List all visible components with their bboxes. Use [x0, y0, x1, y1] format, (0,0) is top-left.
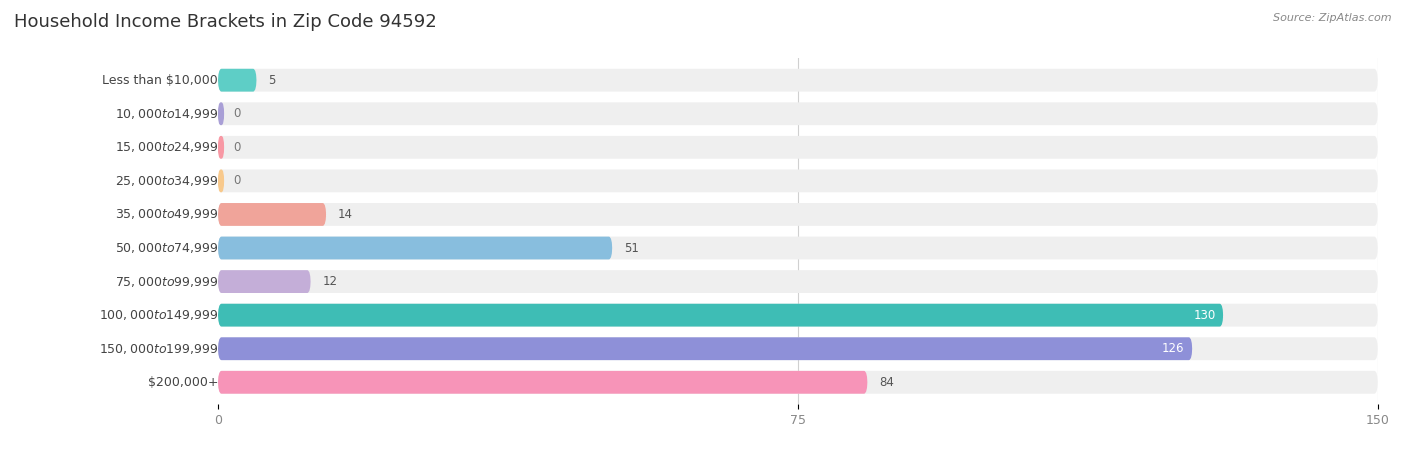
FancyBboxPatch shape — [218, 371, 1378, 394]
FancyBboxPatch shape — [218, 169, 224, 192]
Text: 0: 0 — [233, 141, 240, 154]
FancyBboxPatch shape — [218, 270, 311, 293]
Text: 130: 130 — [1194, 308, 1215, 321]
Text: $100,000 to $149,999: $100,000 to $149,999 — [98, 308, 218, 322]
Text: Household Income Brackets in Zip Code 94592: Household Income Brackets in Zip Code 94… — [14, 13, 437, 31]
FancyBboxPatch shape — [218, 337, 1378, 360]
Text: 0: 0 — [233, 107, 240, 120]
FancyBboxPatch shape — [218, 237, 1378, 260]
FancyBboxPatch shape — [218, 337, 1192, 360]
Text: Less than $10,000: Less than $10,000 — [103, 74, 218, 87]
Text: $35,000 to $49,999: $35,000 to $49,999 — [115, 207, 218, 221]
Text: $50,000 to $74,999: $50,000 to $74,999 — [115, 241, 218, 255]
FancyBboxPatch shape — [218, 371, 868, 394]
Text: $15,000 to $24,999: $15,000 to $24,999 — [115, 141, 218, 154]
FancyBboxPatch shape — [218, 270, 1378, 293]
FancyBboxPatch shape — [218, 69, 257, 92]
FancyBboxPatch shape — [218, 203, 326, 226]
FancyBboxPatch shape — [218, 102, 224, 125]
FancyBboxPatch shape — [218, 304, 1223, 326]
Text: $150,000 to $199,999: $150,000 to $199,999 — [98, 342, 218, 356]
Text: 84: 84 — [879, 376, 894, 389]
FancyBboxPatch shape — [218, 69, 1378, 92]
Text: $200,000+: $200,000+ — [148, 376, 218, 389]
FancyBboxPatch shape — [218, 102, 1378, 125]
Text: 14: 14 — [337, 208, 353, 221]
FancyBboxPatch shape — [218, 237, 613, 260]
FancyBboxPatch shape — [218, 203, 1378, 226]
Text: 126: 126 — [1161, 342, 1185, 355]
FancyBboxPatch shape — [218, 169, 1378, 192]
FancyBboxPatch shape — [218, 136, 224, 159]
Text: 51: 51 — [624, 242, 638, 255]
Text: $75,000 to $99,999: $75,000 to $99,999 — [115, 275, 218, 289]
Text: Source: ZipAtlas.com: Source: ZipAtlas.com — [1274, 13, 1392, 23]
Text: $10,000 to $14,999: $10,000 to $14,999 — [115, 107, 218, 121]
FancyBboxPatch shape — [218, 304, 1378, 326]
FancyBboxPatch shape — [218, 136, 1378, 159]
Text: $25,000 to $34,999: $25,000 to $34,999 — [115, 174, 218, 188]
Text: 12: 12 — [322, 275, 337, 288]
Text: 0: 0 — [233, 174, 240, 187]
Text: 5: 5 — [269, 74, 276, 87]
